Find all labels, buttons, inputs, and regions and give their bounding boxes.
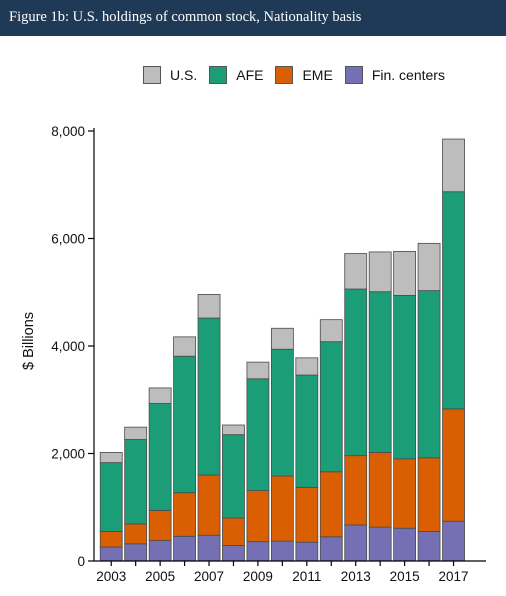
x-tick-label-2003: 2003 [96,569,126,584]
bar-eme-2010 [270,475,294,542]
x-tick-label-2017: 2017 [439,569,469,584]
legend-label-eme: EME [302,67,333,83]
stacked-bar-chart: 0 2,000 4,000 6,000 8,000 2003 2005 2007 2009 201… [51,124,486,584]
bar-u-s-2013 [344,253,368,290]
bar-fin-centers-2012 [319,536,343,562]
legend-item-afe: AFE [209,66,263,84]
bar-fin-centers-2016 [417,531,441,562]
bar-afe-2015 [393,295,417,460]
legend-swatch-us [143,66,161,84]
bar-eme-2016 [417,457,441,532]
bar-afe-2010 [270,348,294,477]
y-tick-label-0: 0 [77,554,85,569]
bar-u-s-2007 [197,293,221,319]
bar-afe-2009 [246,378,270,491]
bar-eme-2015 [393,458,417,529]
bar-afe-2016 [417,290,441,459]
bar-fin-centers-2003 [99,546,123,562]
legend-swatch-afe [209,66,228,84]
bar-eme-2006 [173,492,196,537]
bar-u-s-2014 [368,251,392,293]
legend-item-eme: EME [275,66,333,84]
x-tick-label-2011: 2011 [292,569,321,584]
bar-afe-2005 [148,403,172,511]
chart-legend: U.S. AFE EME Fin. centers [143,66,457,84]
bar-eme-2004 [124,523,148,545]
figure-title: Figure 1b: U.S. holdings of common stock… [9,9,362,25]
bar-fin-centers-2007 [197,534,221,562]
y-tick-label-6000: 6,000 [51,232,85,247]
y-tick-label-2000: 2,000 [51,447,85,462]
legend-item-us: U.S. [143,66,197,84]
bar-u-s-2003 [99,452,123,464]
bar-fin-centers-2013 [344,524,368,562]
x-tick-label-2005: 2005 [145,569,175,584]
legend-label-afe: AFE [236,67,264,83]
bar-afe-2013 [344,288,368,457]
bar-afe-2004 [124,439,148,525]
bar-u-s-2016 [417,242,441,292]
bar-eme-2008 [222,517,245,546]
bar-afe-2007 [197,317,221,476]
bar-fin-centers-2006 [173,535,196,562]
bar-fin-centers-2010 [270,540,294,562]
x-tick-label-2009: 2009 [243,569,273,584]
bar-fin-centers-2008 [222,545,245,562]
legend-label-us: U.S. [170,67,198,83]
bar-eme-2013 [344,455,368,526]
bar-fin-centers-2015 [393,527,417,562]
bar-u-s-2009 [246,361,270,380]
bar-afe-2011 [295,374,319,488]
bar-u-s-2010 [270,327,294,350]
legend-item-fin-centers: Fin. centers [344,66,445,84]
bar-afe-2006 [173,355,196,494]
bar-u-s-2005 [148,387,172,404]
bar-afe-2008 [222,434,245,519]
bar-afe-2017 [442,191,465,410]
bar-fin-centers-2014 [368,526,392,562]
bar-fin-centers-2017 [442,520,465,562]
bar-eme-2011 [295,486,319,543]
bar-eme-2003 [99,531,123,548]
bar-u-s-2012 [319,319,343,343]
bar-eme-2017 [442,408,465,522]
y-tick-label-4000: 4,000 [51,339,85,354]
bar-eme-2009 [246,490,270,543]
bar-eme-2005 [148,510,172,541]
y-tick-label-8000: 8,000 [51,124,85,139]
bar-fin-centers-2009 [246,541,270,562]
legend-swatch-eme [275,66,294,84]
bar-u-s-2004 [124,426,148,440]
bar-afe-2003 [99,462,123,532]
bar-eme-2014 [368,452,392,528]
legend-label-fin-centers: Fin. centers [371,67,445,83]
bar-afe-2014 [368,291,392,453]
bar-u-s-2008 [222,424,245,436]
bar-fin-centers-2004 [124,543,148,562]
legend-swatch-fin-centers [344,66,363,84]
figure-header: Figure 1b: U.S. holdings of common stock… [0,0,506,36]
bar-fin-centers-2005 [148,540,172,562]
bar-afe-2012 [319,341,343,473]
bar-u-s-2015 [393,250,417,296]
x-tick-label-2015: 2015 [390,569,420,584]
bar-u-s-2011 [295,357,319,376]
bar-fin-centers-2011 [295,541,319,562]
bar-u-s-2017 [442,138,465,193]
bar-u-s-2006 [173,336,196,357]
bar-eme-2007 [197,474,221,536]
bar-eme-2012 [319,471,343,538]
x-tick-label-2007: 2007 [194,569,224,584]
x-tick-label-2013: 2013 [341,569,371,584]
